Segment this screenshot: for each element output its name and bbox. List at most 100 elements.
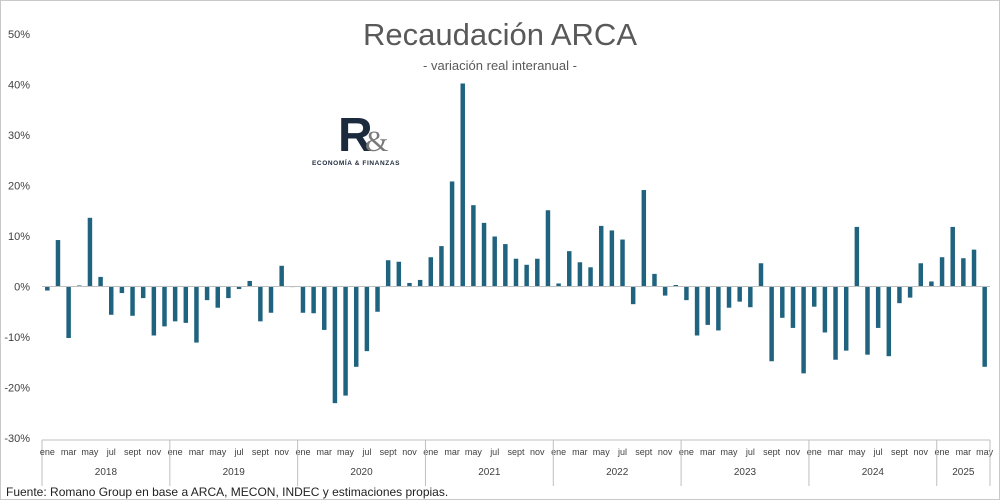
bar [407, 282, 412, 287]
x-tick-label: sept [635, 447, 653, 457]
bar [130, 286, 135, 316]
bar [716, 286, 721, 331]
bar [55, 240, 61, 287]
bar [875, 286, 881, 328]
bar [151, 286, 157, 336]
bar [417, 279, 423, 287]
x-tick-label: may [976, 447, 994, 457]
x-tick-label: may [465, 447, 483, 457]
bar [343, 286, 348, 396]
logo-ampersand: & [365, 125, 388, 158]
year-label: 2024 [862, 467, 885, 478]
bar [961, 258, 966, 287]
x-tick-label: mar [572, 447, 588, 457]
logo: R & ECONOMÍA & FINANZAS [312, 109, 400, 167]
x-tick-label: ene [679, 447, 694, 457]
y-tick-label: 40% [8, 80, 30, 92]
bar [843, 286, 849, 351]
bar [66, 286, 71, 339]
bar [929, 281, 934, 287]
bar [332, 286, 338, 404]
year-label: 2019 [223, 467, 246, 478]
source-note: Fuente: Romano Group en base a ARCA, MEC… [6, 485, 448, 499]
x-tick-label: nov [786, 447, 801, 457]
y-tick-label: 0% [14, 282, 30, 294]
chart-subtitle: - variación real interanual - [423, 58, 577, 73]
x-axis: ene mar may jul sept nov ene mar may jul sept nov en… [40, 439, 994, 486]
bar [300, 286, 306, 313]
bar [77, 285, 82, 287]
bar [801, 286, 806, 374]
bar [322, 286, 327, 330]
bar [684, 286, 689, 301]
bar [428, 257, 434, 287]
year-label: 2021 [478, 467, 501, 478]
logo-letter: R [338, 109, 373, 162]
x-tick-label: mar [444, 447, 460, 457]
bar [886, 286, 892, 357]
bar [247, 280, 252, 287]
x-tick-label: nov [914, 447, 929, 457]
bar [588, 267, 593, 287]
bar [790, 286, 796, 328]
bar [897, 286, 902, 304]
bar [780, 286, 785, 318]
x-tick-label: mar [317, 447, 333, 457]
bar [311, 286, 316, 314]
bar [598, 225, 604, 287]
bar [556, 283, 561, 287]
x-tick-label: sept [380, 447, 398, 457]
x-tick-label: ene [168, 447, 183, 457]
x-tick-label: ene [551, 447, 566, 457]
x-tick-label: mar [61, 447, 77, 457]
x-tick-label: sept [763, 447, 781, 457]
bar [758, 263, 764, 287]
x-tick-label: sept [507, 447, 525, 457]
bar [726, 286, 732, 308]
bar [513, 258, 519, 287]
bar [822, 286, 828, 333]
bar [907, 286, 913, 298]
x-tick-label: may [721, 447, 739, 457]
year-label: 2025 [952, 467, 975, 478]
x-tick-label: may [337, 447, 355, 457]
bar [481, 222, 487, 287]
y-tick-label: -10% [4, 332, 30, 344]
bar [503, 244, 508, 287]
bar [353, 286, 359, 367]
bar [279, 265, 284, 287]
year-label: 2023 [734, 467, 757, 478]
bar [939, 257, 945, 287]
y-tick-label: -20% [4, 383, 30, 395]
x-tick-label: ene [40, 447, 55, 457]
x-tick-label: nov [147, 447, 162, 457]
x-tick-label: jul [234, 447, 244, 457]
bar [172, 286, 178, 322]
x-tick-label: nov [402, 447, 417, 457]
x-tick-label: jul [873, 447, 883, 457]
bar [98, 276, 103, 287]
x-tick-label: ene [423, 447, 438, 457]
y-tick-label: 10% [8, 231, 30, 243]
bar [492, 236, 497, 287]
bar [396, 261, 402, 287]
x-tick-label: ene [935, 447, 950, 457]
bar [140, 286, 146, 299]
bars [45, 83, 987, 404]
bar [109, 286, 114, 315]
x-tick-label: jul [106, 447, 116, 457]
bar [748, 286, 753, 308]
bar [194, 286, 199, 343]
bar [258, 286, 263, 322]
bar [45, 286, 50, 291]
bar [183, 286, 189, 323]
bar [641, 190, 647, 287]
bar [545, 210, 551, 287]
bar [982, 286, 987, 367]
bar [577, 262, 583, 287]
year-label: 2018 [95, 467, 118, 478]
bar [226, 286, 231, 299]
bar [460, 83, 465, 287]
x-tick-label: sept [124, 447, 142, 457]
bar [950, 226, 955, 287]
